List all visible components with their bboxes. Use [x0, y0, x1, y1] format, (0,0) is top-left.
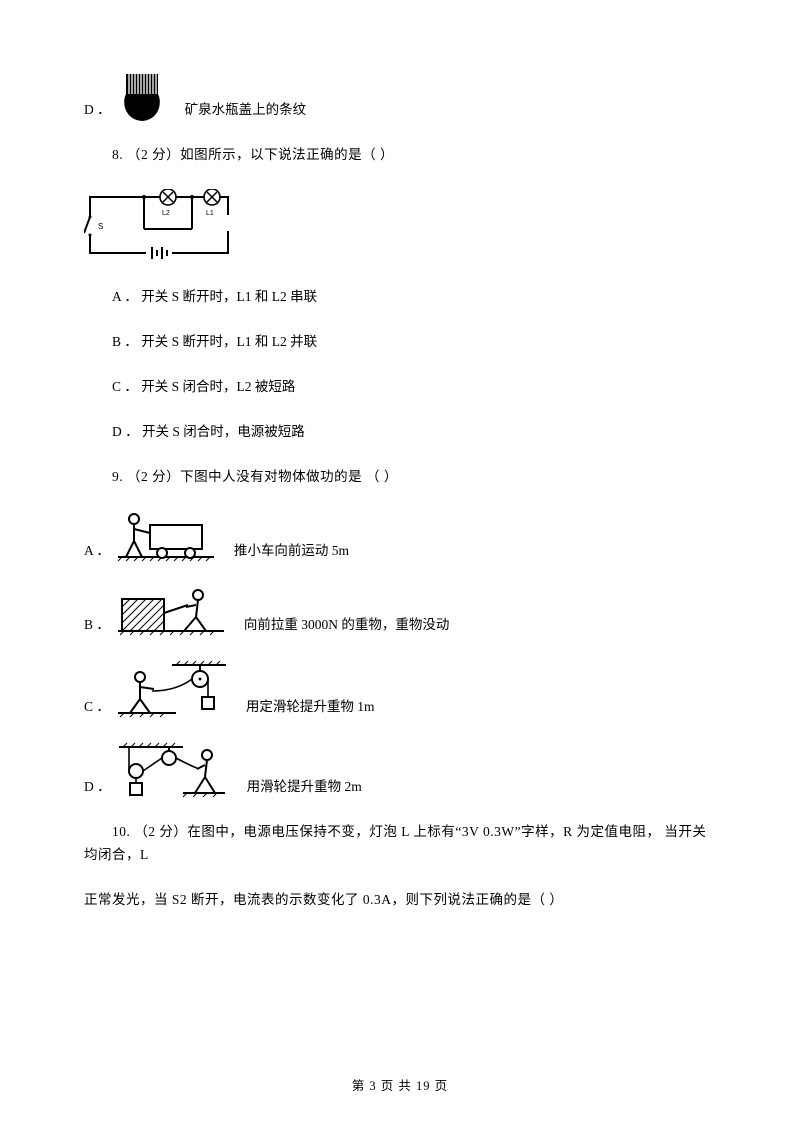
svg-text:L1: L1 — [206, 210, 214, 217]
q9-stem: 9. （2 分）下图中人没有对物体做功的是 （ ） — [84, 466, 716, 489]
q9-option-c: C ． — [84, 659, 716, 719]
q10-line2: 正常发光，当 S2 断开，电流表的示数变化了 0.3A，则下列说法正确的是（ ） — [84, 889, 716, 912]
q8-option-c: C ． 开关 S 闭合时，L2 被短路 — [84, 376, 716, 399]
option-label: C ． — [84, 696, 110, 719]
q8-option-b: B ． 开关 S 断开时，L1 和 L2 并联 — [84, 331, 716, 354]
q9-option-b: B ． 向前拉重 3000N 的重物，重物没动 — [84, 585, 716, 637]
option-label: D ． — [84, 99, 111, 122]
pull-box-icon — [116, 585, 226, 637]
page-footer: 第 3 页 共 19 页 — [0, 1075, 800, 1094]
bottle-cap-icon — [117, 72, 167, 122]
option-text: 矿泉水瓶盖上的条纹 — [185, 99, 307, 122]
q9-option-d: D ． — [84, 741, 716, 799]
q8-option-a: A ． 开关 S 断开时，L1 和 L2 串联 — [84, 286, 716, 309]
q8-option-d: D ． 开关 S 闭合时，电源被短路 — [84, 421, 716, 444]
option-label: B ． — [84, 614, 110, 637]
fixed-pulley-icon — [116, 659, 228, 719]
option-label: A ． — [84, 540, 110, 563]
svg-text:S: S — [98, 222, 103, 231]
q8-stem: 8. （2 分）如图所示，以下说法正确的是（ ） — [84, 144, 716, 167]
option-text: 用滑轮提升重物 2m — [247, 776, 362, 799]
push-cart-icon — [116, 511, 216, 563]
option-text: 推小车向前运动 5m — [234, 540, 349, 563]
q9-option-a: A ． 推小车向前运动 5m — [84, 511, 716, 563]
q8-circuit-icon: S L2 L1 — [84, 189, 716, 264]
option-text: 用定滑轮提升重物 1m — [246, 696, 375, 719]
option-label: D ． — [84, 776, 111, 799]
svg-text:L2: L2 — [162, 210, 170, 217]
movable-pulley-icon — [117, 741, 229, 799]
page-content: D ． 矿泉水瓶盖上的条纹 8. （2 分）如图所示，以下说法正确的是（ ） — [0, 0, 800, 963]
option-text: 向前拉重 3000N 的重物，重物没动 — [244, 614, 450, 637]
q10-line1: 10. （2 分）在图中，电源电压保持不变，灯泡 L 上标有“3V 0.3W”字… — [84, 821, 716, 867]
option-d-cap: D ． 矿泉水瓶盖上的条纹 — [84, 72, 716, 122]
